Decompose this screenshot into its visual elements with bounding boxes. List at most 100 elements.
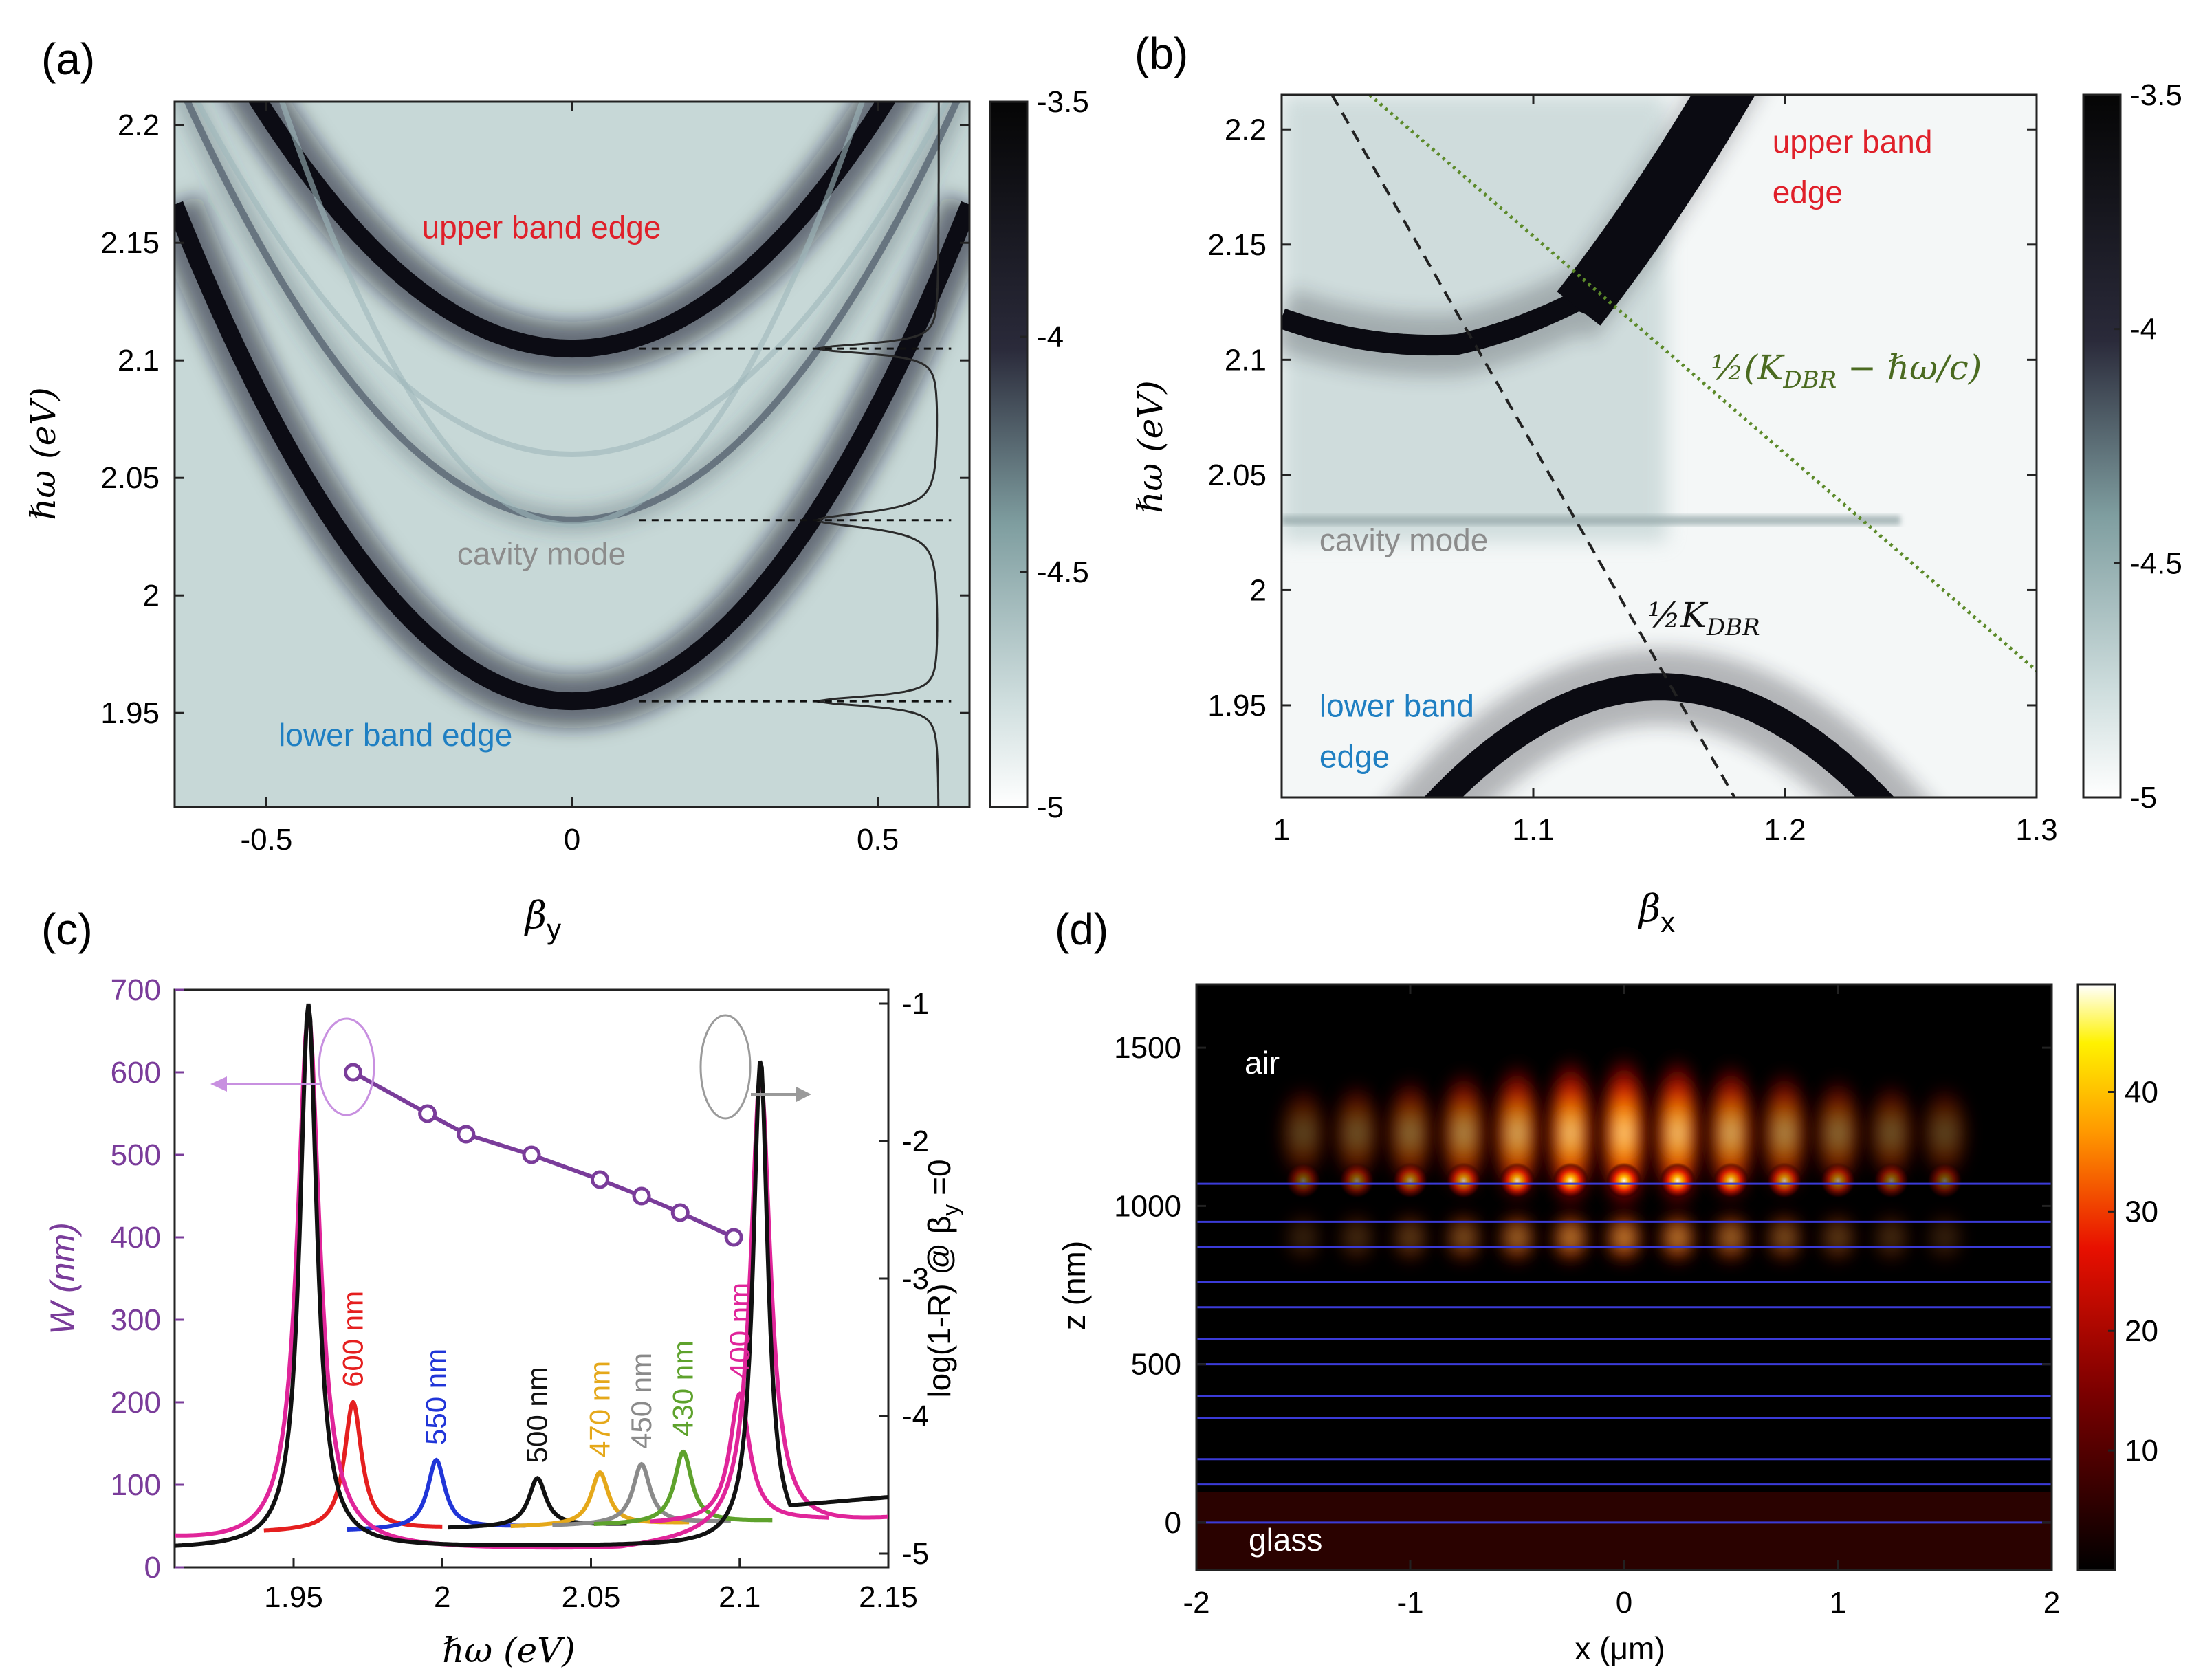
peak-spectrum [263, 1399, 443, 1533]
annotation-label: cavity mode [457, 536, 626, 572]
colorbar-tick-label: 40 [2125, 1075, 2158, 1109]
field-lobe-air [1437, 1066, 1490, 1200]
baseline-spectrum [175, 1012, 888, 1550]
colorbar-d-ticks: 10 20 30 40 [2108, 1075, 2158, 1468]
peak-label: 550 nm [420, 1349, 452, 1445]
field-spot-grating [1606, 1162, 1642, 1199]
w-series-point [522, 1145, 541, 1164]
y-tick-label: 1000 [1114, 1189, 1181, 1223]
field-lobe-air [1277, 1082, 1330, 1184]
formula-kdbr-minus-sub: DBR [1782, 366, 1837, 394]
dbr-layer-lines [1196, 1182, 2052, 1524]
colorbar-tick-label: -4 [1037, 320, 1064, 354]
y-tick-label: 0 [1165, 1506, 1181, 1540]
formula-kdbr-minus-label: ½(KDBR − ℏω/c) [1711, 348, 1982, 394]
field-lobe-dbr [1764, 1210, 1806, 1265]
peak-spectrum [552, 1461, 731, 1527]
formula-kdbr-pre: ½K [1647, 595, 1708, 635]
xlabel-a: βy [524, 894, 561, 945]
annotation-label: edge [1319, 738, 1390, 774]
y-tick-label: 1500 [1114, 1031, 1181, 1065]
field-spot-grating [1553, 1162, 1589, 1199]
y-tick-label-left: 400 [111, 1221, 161, 1255]
peak-spectrum [593, 1449, 773, 1526]
y-tick-label: 2.1 [118, 344, 160, 377]
glass-region-glow [1196, 1492, 2052, 1570]
cavity-mode-line-b [1282, 516, 1900, 525]
right-axis-ellipse [699, 1014, 752, 1120]
y-tick-label: 2.15 [100, 226, 160, 260]
y-tick-label: 2.05 [1207, 458, 1267, 492]
xlabel-d: x (μm) [1575, 1631, 1665, 1666]
field-spot-grating [1766, 1162, 1803, 1199]
y-tick-label: 2.2 [118, 109, 160, 142]
field-lobe-dbr [1656, 1210, 1698, 1265]
region-label-air: air [1245, 1045, 1280, 1081]
ylabel-right-c: log(1-R) @ βy =0 [921, 1159, 964, 1397]
colorbar-b-ticks: -3.5 -4 -4.5 -5 [2114, 78, 2182, 815]
x-tick-label: 1.2 [1764, 813, 1806, 847]
x-tick-label: 0.5 [857, 823, 899, 856]
y-tick-label: 2.1 [1225, 343, 1267, 377]
x-tick-label: 2.15 [859, 1580, 918, 1614]
region-label-glass: glass [1249, 1522, 1322, 1558]
field-lobe-dbr [1390, 1210, 1431, 1265]
ylabel-right-c-main: log(1-R) @ β [921, 1216, 957, 1398]
x-tick-label: 2.1 [719, 1580, 760, 1614]
x-tick-label: 1.95 [264, 1580, 323, 1614]
panel-label-b: (b) [1135, 29, 1188, 78]
annotation-label: upper band edge [422, 209, 661, 245]
x-tick-label: 0 [1616, 1586, 1632, 1620]
field-lobe-air [1918, 1082, 1971, 1184]
colorbar-tick-label: -4 [2130, 313, 2157, 346]
ylabel-b: ℏω (eV) [1130, 380, 1170, 513]
ylabel-right-c-tail: =0 [921, 1159, 957, 1204]
y-tick-label-left: 600 [111, 1056, 161, 1090]
x-tick-label: 1.3 [2015, 813, 2057, 847]
field-lobe-air [1758, 1066, 1811, 1200]
right-axis-arrowhead [796, 1087, 811, 1102]
colorbar-tick-label: -3.5 [2130, 78, 2182, 112]
field-spot-grating [1392, 1162, 1428, 1199]
panel-a: (a) -0.5 0 0.5 1.95 2 2.05 2.1 2.15 2.2 upper ba… [23, 34, 1089, 945]
heatmap-a [173, 100, 971, 808]
field-lobe-air [1865, 1079, 1918, 1188]
colorbar-tick-label: -4.5 [1037, 555, 1089, 589]
x-tick-label: -2 [1183, 1586, 1209, 1620]
field-spot-grating [1820, 1162, 1856, 1199]
axis-arrow-annotations-c [210, 1014, 811, 1120]
axes-b: 1 1.1 1.2 1.3 1.95 2 2.05 2.1 2.15 2.2 [1207, 95, 2058, 847]
colorbar-d: 10 20 30 40 [2076, 983, 2158, 1571]
peak-label: 400 nm [723, 1283, 756, 1379]
y-tick-label-right: -4 [902, 1400, 929, 1433]
band-curve [175, 201, 969, 711]
colorbar-b-gradient [2082, 93, 2122, 799]
colorbar-tick-label: 30 [2125, 1195, 2158, 1228]
annotations-a: upper band edge cavity mode lower band edg… [278, 209, 661, 753]
spectrum-line-a [813, 102, 940, 807]
field-lobe-air [1812, 1073, 1864, 1193]
band-edge-spectrum [175, 1003, 888, 1548]
w-series-point [670, 1203, 690, 1222]
panel-c: (c) 1.95 2 2.05 2.1 2.15 0 100 200 300 400 500 600 7… [41, 905, 964, 1670]
y-tick-label: 1.95 [1207, 689, 1267, 722]
lower-band-curve [1423, 673, 1895, 797]
y-tick-label: 500 [1131, 1348, 1181, 1382]
x-tick-label: 0 [564, 823, 580, 856]
field-lobe-air [1384, 1073, 1436, 1193]
x-tick-label: 1 [1830, 1586, 1846, 1620]
field-spot-grating [1873, 1162, 1909, 1199]
y-tick-label-left: 300 [111, 1303, 161, 1337]
faint-band-curve [194, 102, 950, 458]
y-tick-label-right: -1 [902, 987, 929, 1021]
peak-labels-c: 600 nm 550 nm 500 nm 470 nm 450 nm 430 nm 400 … [337, 1283, 756, 1463]
spectra-c [175, 1003, 888, 1550]
panel-b: (b) 1 1.1 1.2 1.3 1.95 2 2.05 2.1 2.15 2.2 upper … [1130, 29, 2182, 938]
y-tick-label-right: -2 [902, 1125, 929, 1158]
xlabel-c: ℏω (eV) [442, 1631, 576, 1670]
field-spot-grating [1659, 1162, 1696, 1199]
colorbar-a-ticks: -3.5 -4 -4.5 -5 [1020, 85, 1089, 824]
light-line-b [1368, 95, 2037, 672]
w-series-point [590, 1170, 609, 1189]
